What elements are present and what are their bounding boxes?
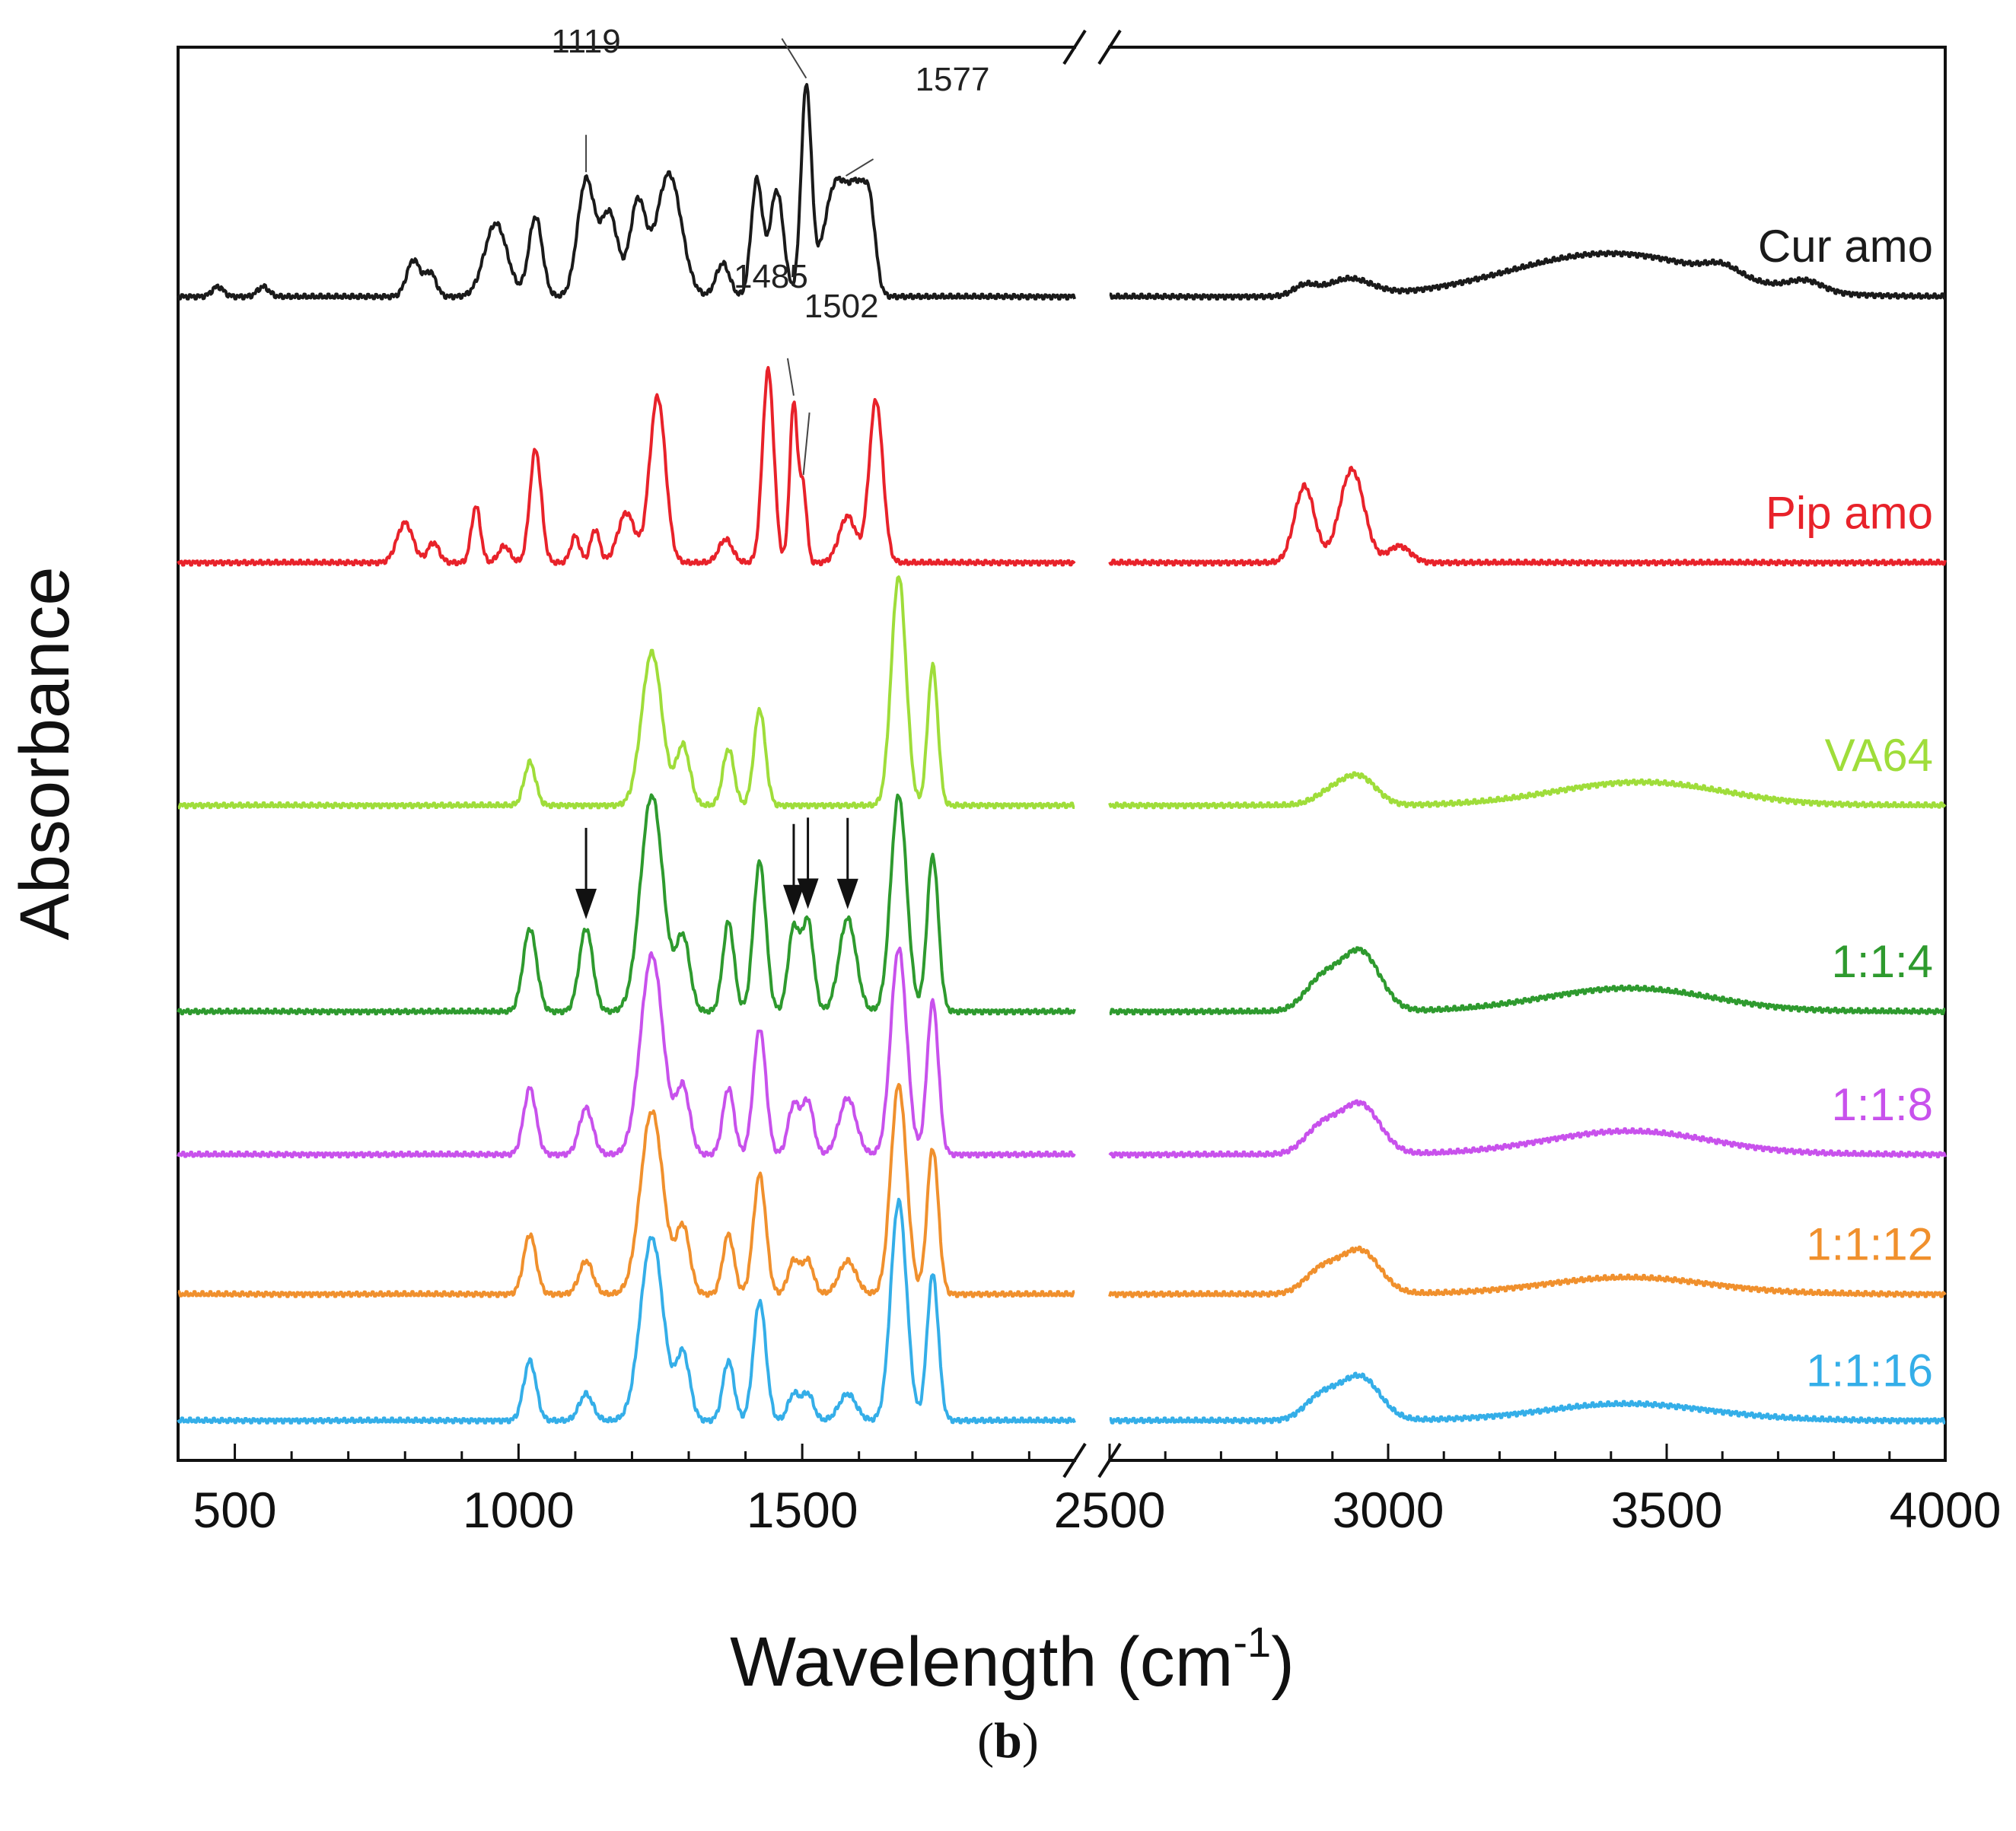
series-line-va64-segment-1 bbox=[177, 575, 1075, 810]
legend-layer: Cur amo Pip amo VA64 1:1:4 1:1:8 1:1:12 1:1:16 bbox=[1758, 221, 1933, 1396]
annotation-leader-1507 bbox=[781, 38, 807, 79]
legend-label-1-1-12: 1:1:12 bbox=[1806, 1218, 1933, 1269]
series-line-1-1-16-segment-2 bbox=[1109, 1371, 1946, 1425]
series-line-1-1-8-segment-1 bbox=[177, 946, 1076, 1159]
series-line-1-1-16-segment-1 bbox=[177, 1197, 1076, 1425]
arrow-head-1485 bbox=[782, 884, 804, 916]
legend-label-cur-amo: Cur amo bbox=[1758, 221, 1933, 272]
series-line-1-1-4-segment-1 bbox=[177, 793, 1076, 1016]
legend-label-1-1-4: 1:1:4 bbox=[1832, 936, 1933, 987]
caption-label: b bbox=[994, 1713, 1022, 1769]
annotation-leader-1485 bbox=[786, 358, 795, 396]
series-line-cur-amo-segment-1 bbox=[177, 83, 1076, 301]
legend-label-1-1-16: 1:1:16 bbox=[1806, 1345, 1933, 1396]
arrow-head-1119 bbox=[575, 888, 597, 919]
annotation-leader-1502 bbox=[802, 412, 811, 476]
series-line-pip-amo-segment-1 bbox=[177, 365, 1076, 567]
arrow-head-1580 bbox=[836, 878, 858, 909]
annotation-label-1577: 1577 bbox=[916, 61, 990, 98]
axis-break bbox=[1062, 29, 1122, 1479]
legend-label-pip-amo: Pip amo bbox=[1766, 487, 1933, 538]
series-line-1-1-4-segment-2 bbox=[1109, 946, 1946, 1016]
x-axis-title-superscript: -1 bbox=[1233, 1618, 1271, 1666]
axis-break-mark-left bbox=[1062, 29, 1087, 65]
x-tick-label-3000: 3000 bbox=[1333, 1482, 1444, 1538]
tick-layer: 500 1000 1500 2500 3000 3500 4000 bbox=[177, 1444, 2002, 1538]
series-line-va64-segment-2 bbox=[1108, 771, 1947, 810]
series-line-cur-amo-segment-2 bbox=[1109, 250, 1946, 301]
series-line-1-1-12-segment-1 bbox=[177, 1083, 1075, 1298]
annotation-label-1485: 1485 bbox=[734, 258, 808, 295]
legend-label-1-1-8: 1:1:8 bbox=[1832, 1079, 1933, 1130]
axis-break-mark-right bbox=[1097, 29, 1122, 65]
series-line-1-1-8-segment-2 bbox=[1108, 1099, 1947, 1159]
x-tick-label-2500: 2500 bbox=[1054, 1482, 1166, 1538]
series-line-1-1-12-segment-2 bbox=[1108, 1245, 1947, 1298]
figure-caption: (b) bbox=[977, 1713, 1039, 1769]
legend-label-va64: VA64 bbox=[1825, 730, 1933, 781]
x-tick-label-1500: 1500 bbox=[747, 1482, 858, 1538]
annotation-leader-1577 bbox=[846, 158, 874, 177]
axis-gap-bottom bbox=[1076, 1456, 1108, 1465]
x-tick-label-3500: 3500 bbox=[1611, 1482, 1723, 1538]
x-tick-label-4000: 4000 bbox=[1890, 1482, 2002, 1538]
series-layer bbox=[177, 83, 1947, 1425]
plot-frame bbox=[177, 46, 1947, 1462]
annotation-label-1119: 1119 bbox=[551, 23, 620, 60]
arrow-head-1510 bbox=[797, 878, 819, 909]
series-line-pip-amo-segment-2 bbox=[1108, 466, 1947, 567]
y-axis-title: Absorbance bbox=[6, 567, 84, 941]
x-axis-title: Wavelength (cm-1) bbox=[730, 1618, 1295, 1701]
x-tick-label-500: 500 bbox=[193, 1482, 276, 1538]
axis-break-mark-left bbox=[1062, 1442, 1087, 1479]
x-tick-label-1000: 1000 bbox=[463, 1482, 575, 1538]
annotation-label-1502: 1502 bbox=[804, 288, 879, 325]
annotation-layer: 11191507157714851502 bbox=[551, 23, 990, 919]
axis-break-mark-right bbox=[1097, 1442, 1122, 1479]
axis-gap-top bbox=[1076, 43, 1108, 52]
